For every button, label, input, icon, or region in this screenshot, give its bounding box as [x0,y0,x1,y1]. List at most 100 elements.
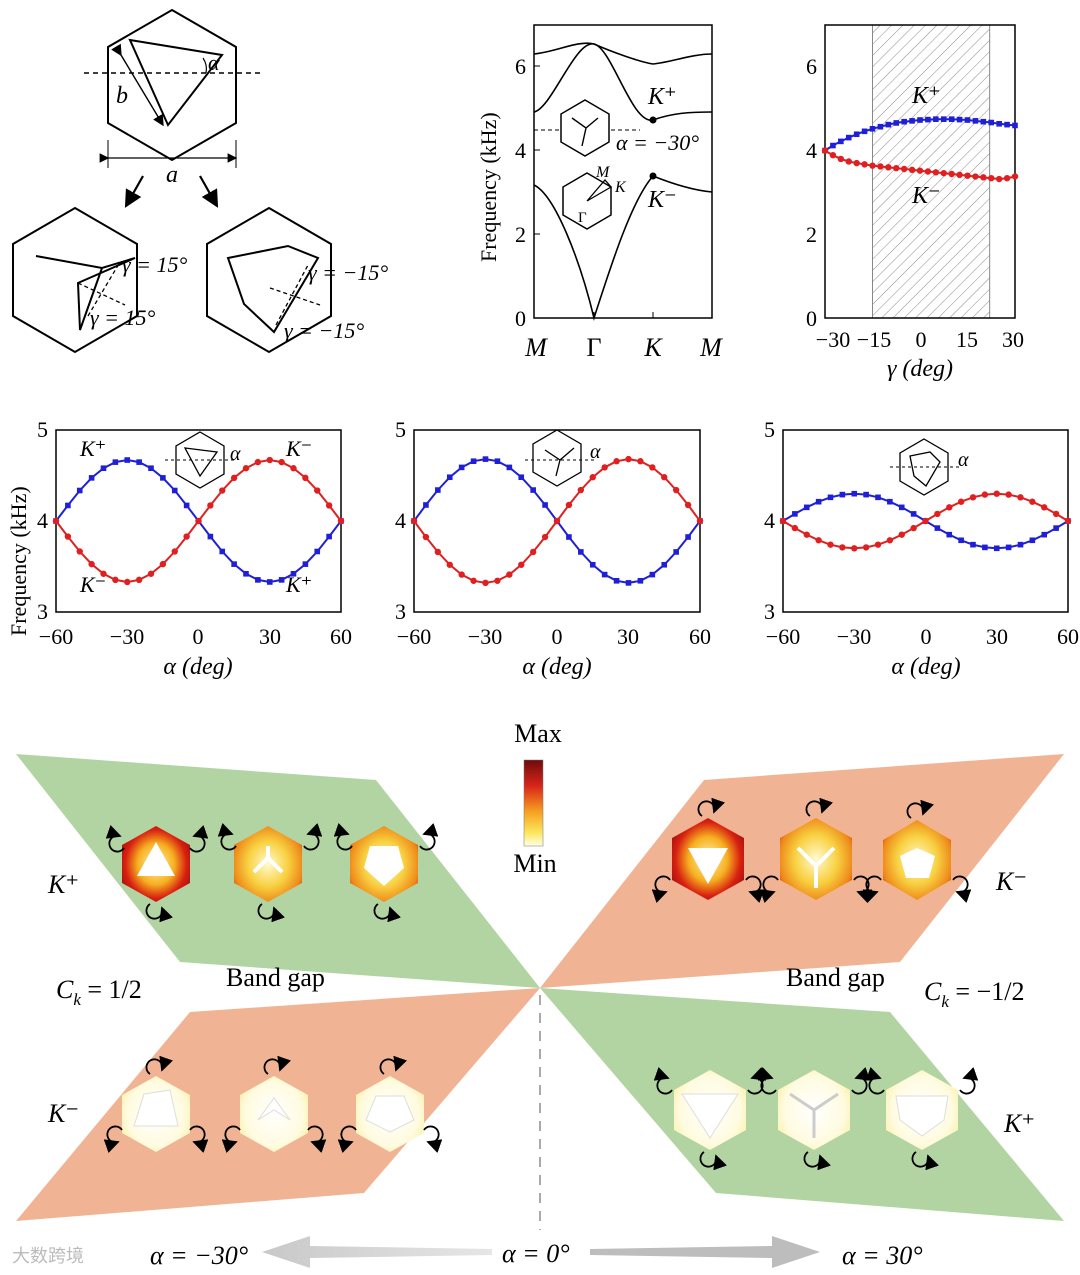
alpha_chart_3-point [982,544,988,551]
alpha_chart_2-point [672,486,680,494]
alpha-right-label: α = 30° [842,1241,923,1270]
gamma_chart-point [861,161,868,168]
rotation-arrow-icon [379,1055,407,1075]
alpha_chart_3-point [851,490,858,497]
rotation-arrow-icon [337,1125,357,1153]
gamma_chart-point [964,172,971,179]
alpha_chart_3-point [792,511,798,517]
alpha_chart_3-point [1052,510,1060,518]
field-cell [674,1070,746,1150]
band-alpha-note: α = −30° [616,130,699,155]
left-child-shape [35,255,136,331]
alpha_chart_1-point [302,561,309,567]
alpha2-ytick: 4 [395,508,406,533]
alpha_chart_2-point [435,487,441,493]
alpha_chart_1-point [136,459,142,465]
alpha_chart_2-point [578,549,584,555]
alpha_chart_1-point [65,502,71,509]
alpha2-xtick: 0 [552,624,563,649]
alpha3-inset-hexagon [899,438,949,496]
gamma_chart-point [829,151,837,159]
left-kplus-label: K⁺ [47,870,79,899]
alpha_chart_3-point [910,524,917,532]
gamma_chart-point [893,120,900,126]
alpha3-xtick: −60 [766,624,800,649]
alpha_chart_3-point [803,504,810,511]
alpha1-xtick: 60 [330,624,352,649]
rotation-arrow-icon [699,1151,727,1171]
alpha2-ytick: 3 [395,599,406,624]
alpha_chart_2-point [684,501,692,509]
alpha_chart_3-point [827,494,834,501]
alpha_chart_1-point [266,579,273,585]
rotation-arrow-icon [145,903,173,923]
alpha1-xtick: 0 [193,624,204,649]
alpha_chart_1-point [325,502,333,509]
field-cell [122,1076,190,1152]
gamma_chart-point [869,126,876,132]
irreducible-path [586,179,613,202]
alpha_chart_3-point [803,531,810,538]
alpha1-ylabel: Frequency (kHz) [6,486,31,636]
alpha_chart_1-point [243,570,249,577]
gamma-xtick: 30 [1002,327,1024,352]
alpha_chart_1-point [230,474,238,482]
alpha2-xlabel: α (deg) [522,654,591,680]
left-gamma-bottom: γ = 15° [90,305,156,330]
alpha1-xtick: 30 [259,624,281,649]
alpha_chart_3-point [946,504,953,511]
gamma_chart-point [972,173,979,180]
gamma_chart-point [830,142,836,149]
gamma-xlabel: γ (deg) [887,356,953,382]
field-cell [886,1070,958,1150]
gamma_chart-point [916,167,924,174]
alpha_chart_3-point [970,541,976,548]
gamma_chart-point [1011,173,1019,180]
alpha_chart_2-point [637,458,644,465]
alpha3-xtick: 0 [921,624,932,649]
alpha-chart-3: 3 4 5 −60 −30 0 30 60 α (deg) α [764,417,1079,680]
alpha-left-label: α = −30° [150,1241,248,1270]
band-3 [533,42,713,65]
band-xtick-M2: M [699,333,723,362]
alpha_chart_1-point [337,517,345,525]
alpha_chart_3-point [993,490,1000,497]
alpha_chart_1-point [171,487,178,494]
alpha_chart_3-point [886,537,894,544]
field-cell [883,820,951,900]
field-cell [240,1076,308,1152]
gamma_chart-point [972,118,979,124]
rotation-arrow-icon [653,1067,673,1095]
alpha_chart_1-point [266,456,273,464]
alpha_chart_1-point [219,487,226,494]
alpha_chart_2-point [601,464,608,471]
gamma_chart-point [877,163,884,170]
rotation-arrow-icon [373,903,401,923]
alpha_chart_3-point [1029,537,1036,544]
gamma_chart-point [988,119,995,126]
alpha_chart_1-point [278,458,285,466]
alpha_chart_1-point [100,570,107,577]
alpha_chart_3-point [815,537,822,544]
field-cell [122,826,190,902]
alpha_chart_2-point [553,517,561,525]
alpha_chart_1-point [231,561,237,567]
alpha_chart_1-point [183,533,190,540]
alpha_chart_3-point [898,504,905,511]
gamma_chart-point [933,116,939,122]
alpha_chart_1-point [302,474,309,482]
alpha2-inset-alpha: α [590,441,601,463]
band-ytick: 4 [515,138,526,163]
gamma_chart-point [932,169,940,176]
rotation-arrow-icon [853,875,873,903]
alpha_chart_3-point [875,494,881,501]
alpha2-xtick: 60 [689,624,711,649]
gamma_chart-point [908,166,916,174]
alpha1-xtick: −60 [39,624,73,649]
gamma-chart: 0 2 4 6 −30 −15 0 15 30 γ (deg) K⁺ K⁻ [806,24,1024,382]
alpha_chart_3-point [1064,517,1072,525]
alpha-label: α [208,50,220,75]
gamma-ytick: 4 [806,138,817,163]
rotation-arrow-icon [221,1125,241,1153]
alpha_chart_1-point [171,548,178,555]
